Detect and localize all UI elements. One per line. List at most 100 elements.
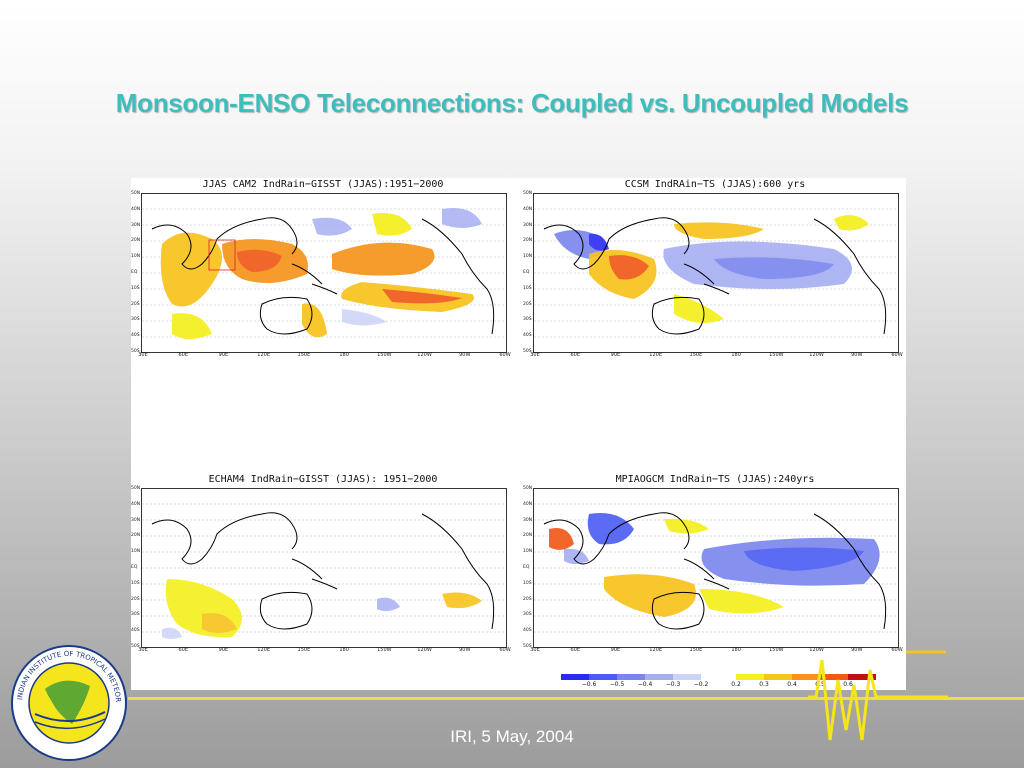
lon-axis-labels: 30E 60E 90E 120E 150E 180 150W 120W 90W 60W [530, 352, 902, 360]
colorbar-tick: −0.6 [581, 681, 597, 688]
lon-label: 150E [297, 647, 311, 653]
negative-anomaly [554, 230, 852, 289]
lat-label: 30S [523, 612, 532, 618]
lat-label: 50S [131, 349, 140, 354]
lon-label: 30E [138, 647, 148, 653]
lat-label: 30N [523, 222, 533, 228]
lat-label: 20N [131, 238, 141, 244]
colorbar-tick: 0.4 [787, 681, 797, 688]
lat-label: 10S [523, 285, 532, 291]
lat-label: 40S [131, 628, 140, 634]
lon-label: 180 [339, 352, 349, 358]
lon-label: 60E [570, 352, 580, 358]
lon-label: 120E [257, 647, 271, 653]
lat-label: 30S [131, 317, 140, 323]
colorbar-swatch [792, 674, 820, 680]
panel-title: CCSM IndRAin−TS (JJAS):600 yrs [624, 179, 806, 190]
lat-label: 30S [131, 612, 140, 618]
lon-label: 60W [499, 352, 511, 358]
lat-label: 40N [523, 206, 533, 212]
lat-label: 50N [523, 191, 533, 196]
colorbar-swatch [589, 674, 617, 680]
lon-label: 60W [891, 647, 903, 653]
lat-label: 10N [523, 254, 533, 260]
panel-title: MPIAOGCM IndRain−TS (JJAS):240yrs [615, 474, 815, 485]
map-panel-ccsm: CCSM IndRAin−TS (JJAS):600 yrs 50N 40N 30N… [523, 178, 907, 368]
lat-label: 40N [131, 206, 141, 212]
positive-anomaly [160, 213, 474, 339]
lat-label: EQ [131, 565, 138, 570]
lon-label: 120E [649, 352, 663, 358]
lon-label: 90E [610, 352, 621, 358]
panel-title: ECHAM4 IndRain−GISST (JJAS): 1951−2000 [208, 474, 438, 485]
lon-label: 150W [769, 647, 784, 653]
lat-axis-labels: 50N 40N 30N 20N 10N EQ 10S 20S 30S 40S 50S [523, 486, 533, 649]
lon-label: 120W [417, 352, 432, 358]
lon-label: 180 [731, 647, 741, 653]
colorbar-swatch [645, 674, 673, 680]
lat-label: 30N [523, 517, 533, 523]
figure-panel-grid: JJAS CAM2 IndRain−GISST (JJAS):1951−2000… [131, 178, 906, 690]
colorbar-tick: −0.2 [693, 681, 709, 688]
lon-label: 120W [809, 352, 824, 358]
panel-title: JJAS CAM2 IndRain−GISST (JJAS):1951−2000 [202, 179, 444, 190]
lon-label: 120W [417, 647, 432, 653]
colorbar-tick: 0.2 [731, 681, 741, 688]
lon-label: 180 [339, 647, 349, 653]
correlation-map [141, 193, 507, 353]
pulse-decoration [808, 650, 948, 741]
positive-anomaly [549, 518, 784, 617]
lat-label: 30N [131, 517, 141, 523]
lon-label: 90W [851, 352, 863, 358]
lat-label: 40N [131, 501, 141, 507]
lat-label: 20N [131, 533, 141, 539]
correlation-map [533, 488, 899, 648]
lat-label: 10N [131, 549, 141, 555]
lat-label: 40S [523, 333, 532, 339]
iitm-logo: INDIAN INSTITUTE OF TROPICAL METEOROLOGY… [7, 638, 128, 762]
colorbar-tick: 0.6 [843, 681, 853, 688]
positive-anomaly [589, 215, 869, 323]
lon-label: 120W [809, 647, 824, 653]
lon-label: 60E [178, 352, 188, 358]
colorbar-swatch [736, 674, 764, 680]
lon-label: 30E [530, 647, 540, 653]
colorbar-tick: −0.4 [637, 681, 653, 688]
lon-axis-labels: 30E 60E 90E 120E 150E 180 150W 120W 90W 60W [138, 647, 511, 655]
lon-label: 60E [178, 647, 188, 653]
lon-label: 90W [459, 647, 471, 653]
lat-label: 50N [131, 486, 141, 491]
lon-label: 150E [689, 647, 703, 653]
lon-axis-labels: 30E 60E 90E 120E 150E 180 150W 120W 90W 60W [138, 352, 511, 360]
negative-anomaly [564, 513, 880, 586]
lat-label: 50S [523, 349, 532, 354]
lon-label: 90W [851, 647, 863, 653]
negative-anomaly [312, 208, 482, 326]
lon-label: 90E [218, 352, 229, 358]
lon-label: 120E [257, 352, 271, 358]
lat-label: 20S [131, 596, 140, 602]
map-panel-cam2: JJAS CAM2 IndRain−GISST (JJAS):1951−2000… [131, 178, 515, 368]
lat-label: 50S [131, 644, 140, 649]
lon-label: 150E [297, 352, 311, 358]
colorbar-legend: −0.6 −0.5 −0.4 −0.3 −0.2 0.2 0.3 0.4 0.5 0.6 [561, 674, 881, 688]
lon-label: 150W [769, 352, 784, 358]
colorbar-swatch [820, 674, 848, 680]
lat-label: 20N [523, 238, 533, 244]
positive-anomaly [165, 579, 482, 638]
coastlines [151, 217, 495, 335]
lon-label: 60W [499, 647, 511, 653]
colorbar-swatch [673, 674, 701, 680]
colorbar-tick: 0.3 [759, 681, 769, 688]
lat-axis-labels: 50N 40N 30N 20N 10N EQ 10S 20S 30S 40S 50S [131, 486, 141, 649]
lat-axis-labels: 50N 40N 30N 20N 10N EQ 10S 20S 30S 40S 50S [523, 191, 533, 354]
lon-label: 180 [731, 352, 741, 358]
lat-label: 30S [523, 317, 532, 323]
lat-label: 20S [523, 301, 532, 307]
lat-label: 30N [131, 222, 141, 228]
lat-label: 50N [523, 486, 533, 491]
lat-label: EQ [523, 270, 530, 275]
lon-label: 150W [377, 352, 392, 358]
lon-label: 30E [138, 352, 148, 358]
lat-label: 40N [523, 501, 533, 507]
